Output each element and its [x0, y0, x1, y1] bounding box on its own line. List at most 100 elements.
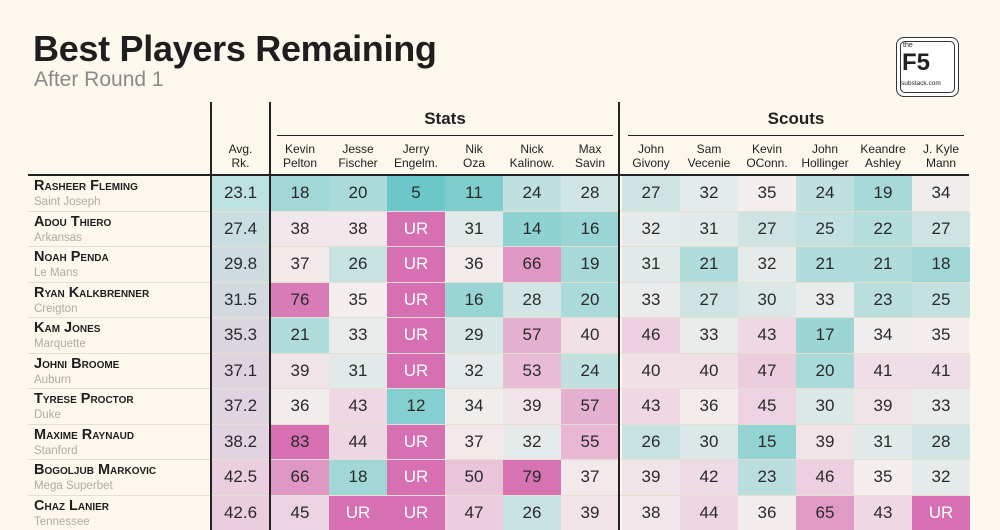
rank-cell: 43 [854, 495, 912, 530]
rank-cell: 20 [561, 282, 619, 317]
rank-cell: 57 [561, 389, 619, 424]
rank-cell: 47 [445, 495, 503, 530]
rank-cell: 23 [738, 460, 796, 495]
rank-cell: 34 [854, 318, 912, 353]
avg-rank-cell: 38.2 [212, 424, 269, 459]
rank-cell: 31 [680, 211, 738, 246]
rank-cell: 27 [622, 176, 680, 211]
rank-cell: 37 [561, 460, 619, 495]
rank-cell: 19 [854, 176, 912, 211]
player-name: Tyrese Proctor [34, 391, 134, 407]
group-header-stats: Stats [424, 109, 466, 128]
avg-rank-cell: 42.6 [212, 495, 269, 530]
rank-cell: 30 [680, 424, 738, 459]
rank-cell: 39 [561, 495, 619, 530]
rank-cell: 39 [271, 353, 329, 388]
rank-cell: 21 [854, 247, 912, 282]
row-divider [28, 210, 969, 212]
rank-cell: 39 [854, 389, 912, 424]
rank-cell: 26 [329, 247, 387, 282]
row-divider [28, 459, 969, 460]
rank-cell: 28 [912, 424, 970, 459]
group-header-scouts: Scouts [767, 109, 825, 128]
row-divider [28, 352, 969, 354]
rank-cell: UR [387, 460, 445, 495]
rank-cell: 15 [738, 424, 796, 459]
rank-cell: 14 [503, 211, 561, 246]
rank-cell: 32 [445, 353, 503, 388]
rank-cell: 33 [622, 282, 680, 317]
rank-cell: 18 [329, 460, 387, 495]
column-header: Kevin Pelton [282, 142, 318, 170]
logo-small-text: the [903, 42, 913, 49]
column-header: Jerry Engelm. [393, 142, 439, 170]
rank-cell: 36 [271, 389, 329, 424]
player-school: Tennessee [34, 515, 90, 528]
column-header: Nik Oza [462, 142, 485, 170]
rank-cell: 66 [271, 460, 329, 495]
rank-cell: 36 [445, 247, 503, 282]
rank-cell: 31 [622, 247, 680, 282]
divider-name-avg [210, 102, 212, 530]
rank-cell: 36 [680, 389, 738, 424]
rank-cell: 34 [912, 176, 970, 211]
rank-cell: 50 [445, 460, 503, 495]
rank-cell: 39 [622, 460, 680, 495]
player-name: Kam Jones [34, 320, 101, 336]
rank-cell: 26 [503, 495, 561, 530]
rank-cell: 40 [561, 318, 619, 353]
rank-cell: UR [387, 282, 445, 317]
avg-rank-cell: 31.5 [212, 282, 269, 317]
rank-cell: 46 [622, 318, 680, 353]
rank-cell: 38 [622, 495, 680, 530]
rank-cell: 30 [738, 282, 796, 317]
rank-cell: 29 [445, 318, 503, 353]
rank-cell: 28 [561, 176, 619, 211]
rank-cell: 53 [503, 353, 561, 388]
group-underline-scouts [628, 135, 964, 136]
rank-cell: UR [387, 495, 445, 530]
rank-cell: 31 [329, 353, 387, 388]
rank-cell: 21 [680, 247, 738, 282]
logo-frame [900, 41, 955, 93]
rank-cell: 21 [796, 247, 854, 282]
rank-cell: 33 [680, 318, 738, 353]
column-header: Keandre Ashley [860, 142, 906, 170]
avg-rank-cell: 37.1 [212, 353, 269, 388]
player-name: Adou Thiero [34, 213, 112, 230]
rank-cell: UR [387, 211, 445, 246]
player-name: Rasheer Fleming [34, 178, 138, 194]
rank-cell: 5 [387, 176, 445, 211]
header-rule [28, 174, 969, 176]
player-school: Le Mans [34, 267, 79, 279]
rank-cell: 43 [329, 389, 387, 424]
rank-cell: 47 [738, 353, 796, 388]
rank-cell: 38 [329, 211, 387, 246]
rank-cell: 41 [912, 353, 970, 388]
avg-rank-cell: 35.3 [212, 318, 269, 353]
avg-rank-cell: 42.5 [212, 460, 269, 495]
logo-url-text: substack.com [901, 80, 941, 87]
rank-cell: 19 [561, 247, 619, 282]
rank-cell: 27 [912, 211, 970, 246]
rank-cell: 45 [738, 389, 796, 424]
chart-subtitle: After Round 1 [34, 68, 164, 91]
rank-cell: 28 [503, 282, 561, 317]
rank-cell: 34 [445, 389, 503, 424]
avg-rank-header: Avg. Rk. [228, 142, 253, 170]
rank-cell: 39 [503, 389, 561, 424]
rank-cell: 44 [680, 495, 738, 530]
rank-cell: 32 [680, 176, 738, 211]
avg-rank-cell: 29.8 [212, 247, 269, 282]
column-header: J. Kyle Mann [922, 142, 959, 170]
divider-avg-stats [269, 102, 271, 530]
rank-cell: 55 [561, 424, 619, 459]
column-header: Sam Vecenie [687, 142, 731, 170]
rank-cell: 38 [271, 211, 329, 246]
row-divider [28, 494, 969, 496]
rank-cell: 27 [738, 211, 796, 246]
player-school: Duke [34, 409, 61, 421]
rank-cell: 16 [445, 282, 503, 317]
rank-cell: UR [329, 495, 387, 530]
rank-cell: 24 [796, 176, 854, 211]
